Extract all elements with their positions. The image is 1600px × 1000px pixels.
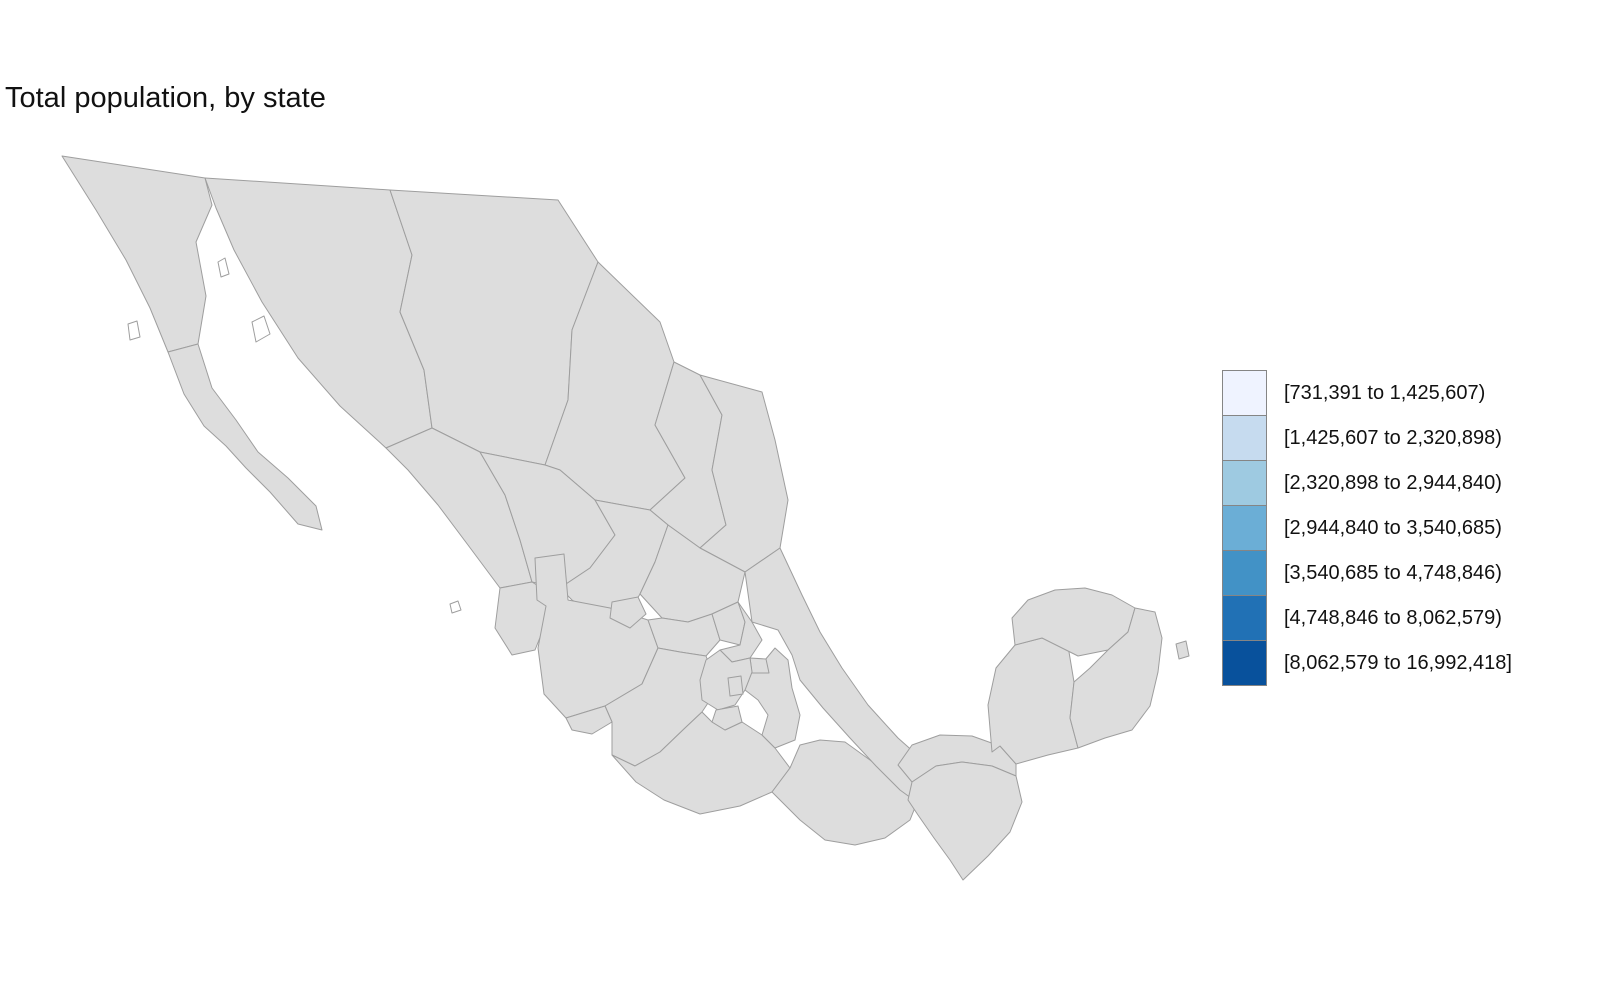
legend-item[interactable]: [2,944,840 to 3,540,685): [1222, 505, 1512, 551]
island-cedros: [127, 320, 141, 341]
legend-label: [2,944,840 to 3,540,685): [1284, 516, 1502, 539]
state-sonora[interactable]: [204, 177, 433, 449]
legend-swatch: [1222, 595, 1267, 641]
state-chiapas[interactable]: [907, 761, 1023, 881]
state-estado-de-mexico[interactable]: [699, 649, 753, 711]
legend-swatch: [1222, 640, 1267, 686]
legend-label: [3,540,685 to 4,748,846): [1284, 561, 1502, 584]
legend-swatch: [1222, 550, 1267, 596]
legend-swatch: [1222, 415, 1267, 461]
state-colima[interactable]: [565, 705, 613, 735]
island-marias: [449, 600, 462, 614]
state-ciudad-de-mexico[interactable]: [727, 675, 744, 697]
island-tiburon: [251, 315, 271, 343]
legend-item[interactable]: [2,320,898 to 2,944,840): [1222, 460, 1512, 506]
legend-swatch: [1222, 370, 1267, 416]
legend-label: [8,062,579 to 16,992,418]: [1284, 651, 1512, 674]
legend-swatch: [1222, 460, 1267, 506]
legend-label: [1,425,607 to 2,320,898): [1284, 426, 1502, 449]
state-quintana-roo[interactable]: [1069, 607, 1163, 749]
chart-title: Total population, by state: [5, 82, 326, 114]
state-tlaxcala[interactable]: [749, 657, 770, 674]
state-aguascalientes[interactable]: [609, 596, 647, 629]
state-baja-california-sur[interactable]: [167, 343, 323, 531]
legend: [731,391 to 1,425,607) [1,425,607 to 2,32…: [1222, 370, 1512, 686]
legend-item[interactable]: [731,391 to 1,425,607): [1222, 370, 1512, 416]
legend-label: [2,320,898 to 2,944,840): [1284, 471, 1502, 494]
island-angel-de-la-guarda: [217, 257, 230, 278]
state-morelos[interactable]: [711, 705, 743, 731]
states-layer: [61, 155, 1163, 881]
legend-item[interactable]: [3,540,685 to 4,748,846): [1222, 550, 1512, 596]
island-cozumel: [1175, 640, 1190, 660]
legend-item[interactable]: [8,062,579 to 16,992,418]: [1222, 640, 1512, 686]
legend-label: [731,391 to 1,425,607): [1284, 381, 1486, 404]
state-yucatan[interactable]: [1011, 587, 1136, 657]
legend-label: [4,748,846 to 8,062,579): [1284, 606, 1502, 629]
islands-layer: [127, 257, 1190, 660]
legend-item[interactable]: [4,748,846 to 8,062,579): [1222, 595, 1512, 641]
state-campeche[interactable]: [987, 637, 1079, 765]
legend-swatch: [1222, 505, 1267, 551]
legend-item[interactable]: [1,425,607 to 2,320,898): [1222, 415, 1512, 461]
